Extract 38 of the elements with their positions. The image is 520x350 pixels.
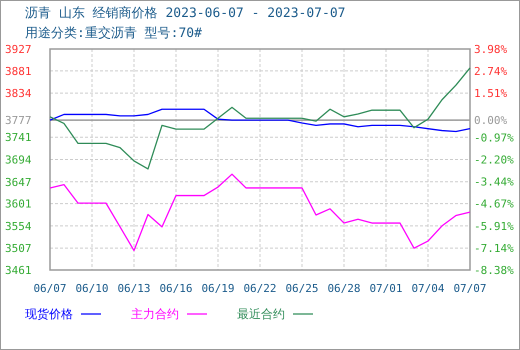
legend-label: 最近合约 bbox=[237, 307, 285, 321]
y2-tick-label: -8.38% bbox=[474, 264, 514, 277]
y2-tick-label: -2.20% bbox=[474, 154, 514, 166]
y2-tick-label: -3.44% bbox=[474, 176, 514, 189]
y-tick-label: 3927 bbox=[5, 43, 32, 56]
y-tick-label: 3741 bbox=[5, 131, 32, 144]
x-tick-label: 07/07 bbox=[453, 282, 487, 295]
x-tick-label: 06/28 bbox=[327, 282, 361, 295]
legend-label: 现货价格 bbox=[25, 307, 73, 321]
y2-tick-label: 3.98% bbox=[474, 43, 508, 56]
y2-tick-label: -0.97% bbox=[474, 132, 514, 145]
x-tick-label: 06/25 bbox=[285, 282, 319, 295]
y-tick-label: 3461 bbox=[5, 264, 32, 277]
y-tick-label: 3834 bbox=[5, 87, 32, 100]
y-tick-label: 3694 bbox=[5, 154, 32, 166]
legend-label: 主力合约 bbox=[131, 307, 179, 321]
x-tick-label: 07/01 bbox=[369, 282, 403, 295]
y2-tick-label: 1.51% bbox=[474, 87, 508, 100]
y-tick-label: 3647 bbox=[5, 176, 32, 189]
x-tick-label: 06/13 bbox=[117, 282, 151, 295]
y2-tick-label: 0.00% bbox=[474, 114, 508, 128]
y-tick-label: 3507 bbox=[5, 242, 32, 256]
y-tick-label: 3601 bbox=[5, 198, 32, 211]
chart-subtitle: 用途分类:重交沥青 型号:70# bbox=[25, 25, 202, 41]
x-tick-label: 06/19 bbox=[201, 282, 235, 295]
y-tick-label: 3777 bbox=[5, 114, 32, 128]
y-tick-label: 3554 bbox=[5, 220, 32, 233]
y2-tick-label: 2.74% bbox=[474, 65, 508, 78]
y2-tick-label: -4.67% bbox=[474, 198, 514, 211]
y2-tick-label: -5.91% bbox=[474, 220, 514, 233]
x-tick-label: 06/10 bbox=[75, 282, 109, 295]
y2-tick-label: -7.14% bbox=[474, 242, 514, 255]
x-tick-label: 06/07 bbox=[33, 282, 67, 295]
x-tick-label: 06/22 bbox=[243, 282, 277, 295]
y-tick-label: 3881 bbox=[5, 64, 32, 78]
x-tick-label: 07/04 bbox=[411, 282, 445, 295]
chart-title: 沥青 山东 经销商价格 2023-06-07 - 2023-07-07 bbox=[25, 6, 346, 21]
x-tick-label: 06/16 bbox=[159, 282, 193, 295]
